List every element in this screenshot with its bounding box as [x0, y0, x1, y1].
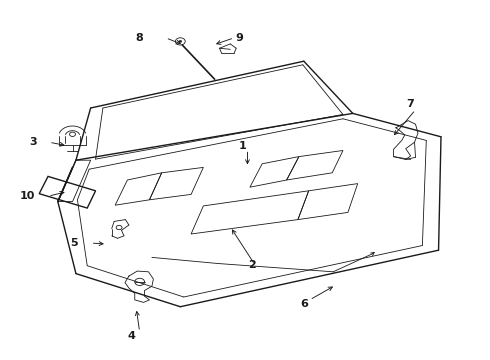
Circle shape	[179, 40, 182, 42]
Text: 3: 3	[29, 137, 37, 147]
Text: 7: 7	[407, 99, 415, 109]
Text: 4: 4	[127, 330, 135, 341]
Text: 10: 10	[19, 191, 35, 201]
Text: 6: 6	[300, 299, 308, 309]
Text: 2: 2	[248, 260, 256, 270]
Text: 1: 1	[239, 141, 246, 151]
Text: 9: 9	[235, 33, 243, 43]
Text: 5: 5	[71, 238, 78, 248]
Text: 8: 8	[136, 33, 144, 43]
